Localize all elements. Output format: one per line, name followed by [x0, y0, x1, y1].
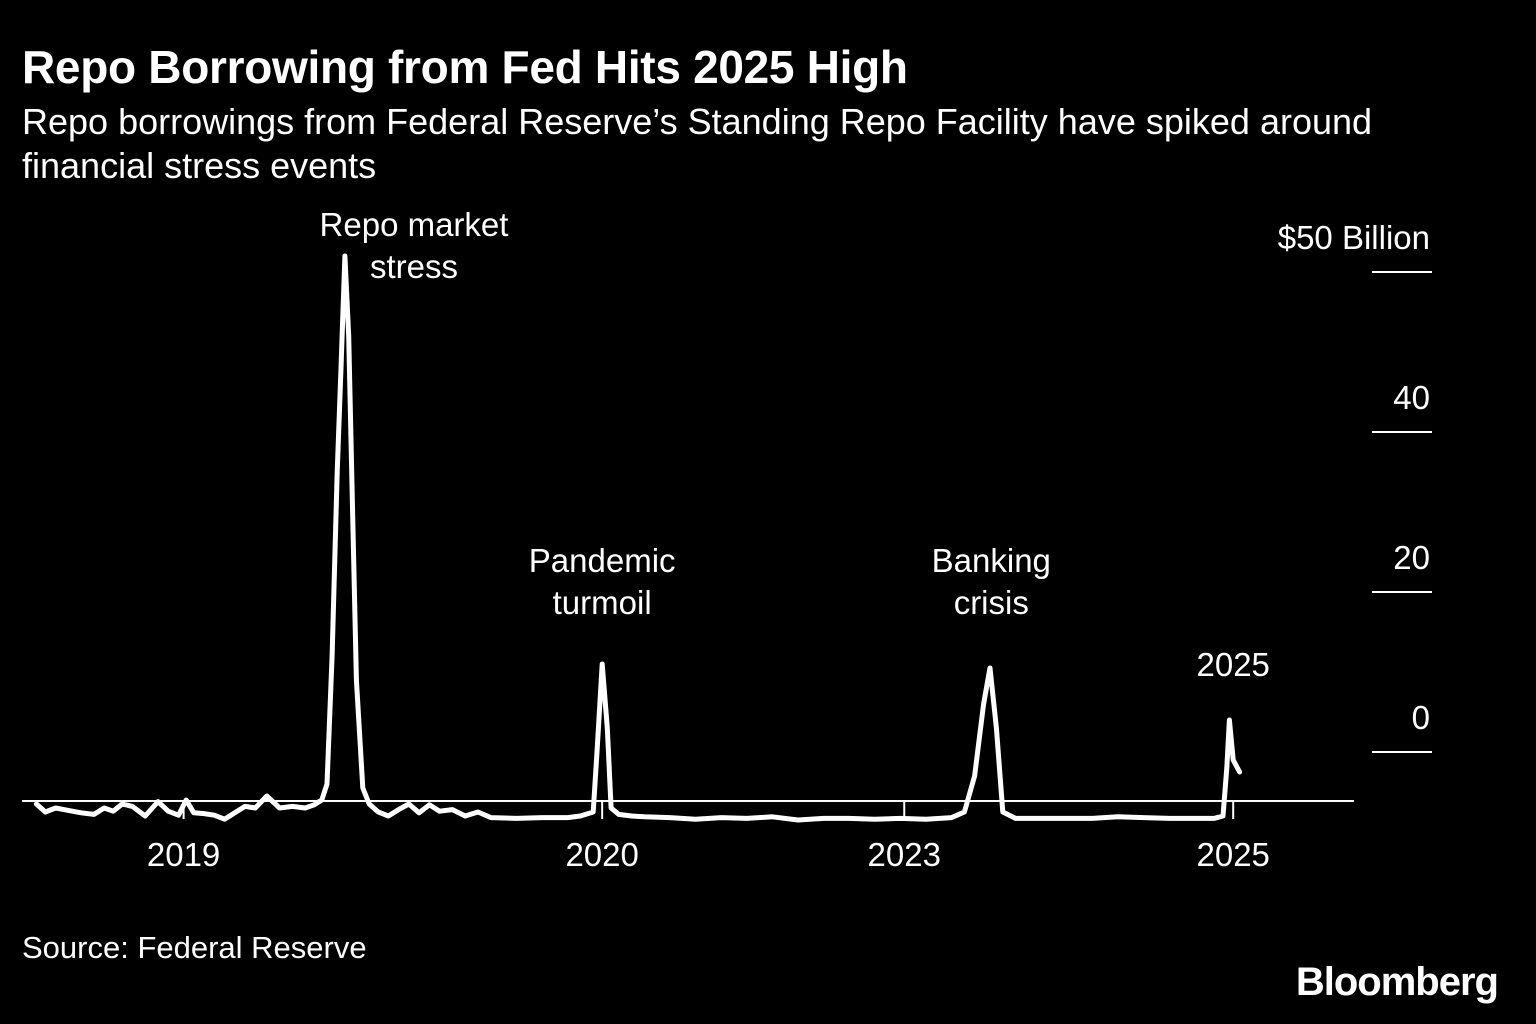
y-tick-label: 0 [1412, 699, 1430, 736]
annotation-label: 2025 [1196, 646, 1269, 683]
x-tick-label: 2020 [565, 836, 638, 873]
source-note: Source: Federal Reserve [22, 930, 367, 965]
annotation: 2025 [1196, 646, 1269, 683]
x-axis: 2019 2020 2023 2025 [147, 801, 1270, 873]
y-tick-label: $50 Billion [1278, 219, 1430, 256]
y-tick-label: 20 [1393, 539, 1430, 576]
chart-subtitle: Repo borrowings from Federal Reserve’s S… [22, 101, 1373, 186]
annotation: Pandemic turmoil [529, 542, 676, 621]
annotation: Repo market stress [320, 206, 509, 285]
x-tick-label: 2025 [1196, 836, 1269, 873]
series-line-repo-borrowings [33, 253, 1243, 823]
annotation-label: turmoil [553, 584, 652, 621]
y-tick-label: 40 [1393, 379, 1430, 416]
x-tick-label: 2019 [147, 836, 220, 873]
annotation-label: Banking [932, 542, 1051, 579]
annotation-label: crisis [954, 584, 1029, 621]
annotation-label: Pandemic [529, 542, 676, 579]
annotations: Repo market stress Pandemic turmoil Banking c… [320, 206, 1270, 683]
y-axis: 0 20 40 $50 Billion [1278, 219, 1432, 753]
x-tick-label: 2023 [868, 836, 941, 873]
annotation-label: Repo market [320, 206, 509, 243]
chart-title: Repo Borrowing from Fed Hits 2025 High [22, 41, 908, 93]
brand-logo: Bloomberg [1295, 960, 1499, 1004]
annotation-label: stress [370, 248, 458, 285]
annotation: Banking crisis [932, 542, 1051, 621]
